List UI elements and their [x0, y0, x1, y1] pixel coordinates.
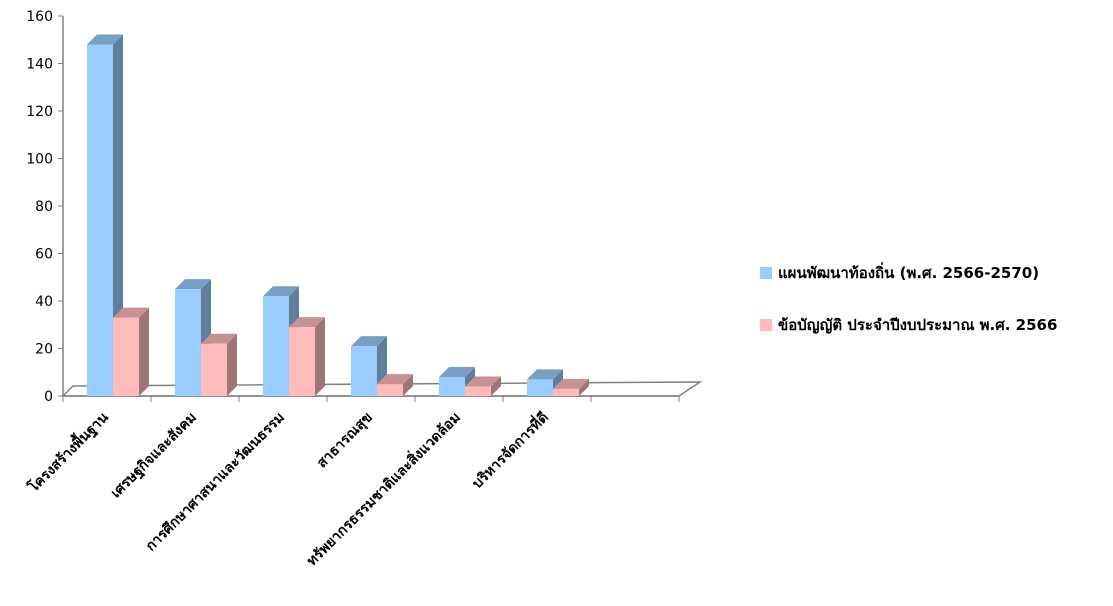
legend-item-series-1: แผนพัฒนาท้องถิ่น (พ.ศ. 2566-2570): [760, 262, 1057, 284]
bar-side-series-2: [579, 378, 589, 396]
bar-series-1: [87, 44, 113, 396]
bar-top-series-2: [289, 317, 325, 328]
bar-top-series-2: [553, 378, 589, 389]
x-category-label: โครงสร้างพื้นฐาน: [22, 406, 113, 497]
bar-side-series-2: [403, 374, 413, 396]
bar-series-2: [377, 384, 403, 396]
y-tick-label: 160: [26, 9, 53, 25]
y-tick-label: 80: [35, 199, 53, 215]
bar-side-series-2: [491, 376, 501, 396]
x-category-label: บริหารจัดการที่ดี: [467, 407, 551, 491]
y-tick-label: 60: [35, 247, 53, 263]
bar-top-series-2: [465, 376, 501, 387]
legend-swatch-series-2: [760, 319, 772, 331]
bar-series-2: [465, 386, 491, 396]
bar-series-1: [351, 346, 377, 396]
y-tick-label: 140: [26, 57, 53, 73]
bar-side-series-2: [227, 333, 237, 396]
bar-series-2: [113, 317, 139, 396]
bar-top-series-1: [439, 367, 475, 377]
x-category-label: เศรษฐกิจและสังคม: [108, 410, 201, 503]
bar-side-series-1: [113, 34, 123, 396]
bar-top-series-1: [87, 34, 123, 45]
bar-top-series-1: [175, 279, 211, 290]
bar-top-series-2: [201, 333, 237, 344]
chart-legend: แผนพัฒนาท้องถิ่น (พ.ศ. 2566-2570) ข้อบัญ…: [760, 262, 1057, 366]
bar-series-2: [201, 343, 227, 396]
y-tick-label: 120: [26, 104, 53, 120]
x-category-label: ทรัพยากรธรรมชาติและสิ่งแวดล้อม: [302, 407, 464, 569]
bar-side-series-2: [139, 307, 149, 396]
bar-top-series-1: [527, 369, 563, 380]
legend-label-series-2: ข้อบัญญัติ ประจำปีงบประมาณ พ.ศ. 2566: [778, 316, 1058, 334]
y-tick-label: 100: [26, 152, 53, 168]
legend-label-series-1: แผนพัฒนาท้องถิ่น (พ.ศ. 2566-2570): [778, 264, 1040, 282]
y-tick-label: 20: [35, 342, 53, 358]
bar-top-series-2: [113, 307, 149, 318]
y-tick-label: 40: [35, 294, 53, 310]
bar-series-2: [289, 327, 315, 396]
bar-side-series-2: [315, 317, 325, 396]
bar-top-series-1: [351, 336, 387, 347]
legend-item-series-2: ข้อบัญญัติ ประจำปีงบประมาณ พ.ศ. 2566: [760, 314, 1057, 336]
x-category-label: สาธารณสุข: [314, 410, 376, 472]
bar-series-2: [553, 388, 579, 396]
bar-top-series-2: [377, 374, 413, 385]
bar-series-1: [175, 289, 201, 396]
legend-swatch-series-1: [760, 267, 772, 279]
y-tick-label: 0: [44, 389, 53, 405]
bar-series-1: [263, 296, 289, 396]
bar-series-1: [527, 379, 553, 396]
bar-top-series-1: [263, 286, 299, 297]
x-category-label: การศึกษาศาสนาและวัฒนธรรม: [142, 409, 288, 555]
bar-series-1: [439, 377, 465, 396]
